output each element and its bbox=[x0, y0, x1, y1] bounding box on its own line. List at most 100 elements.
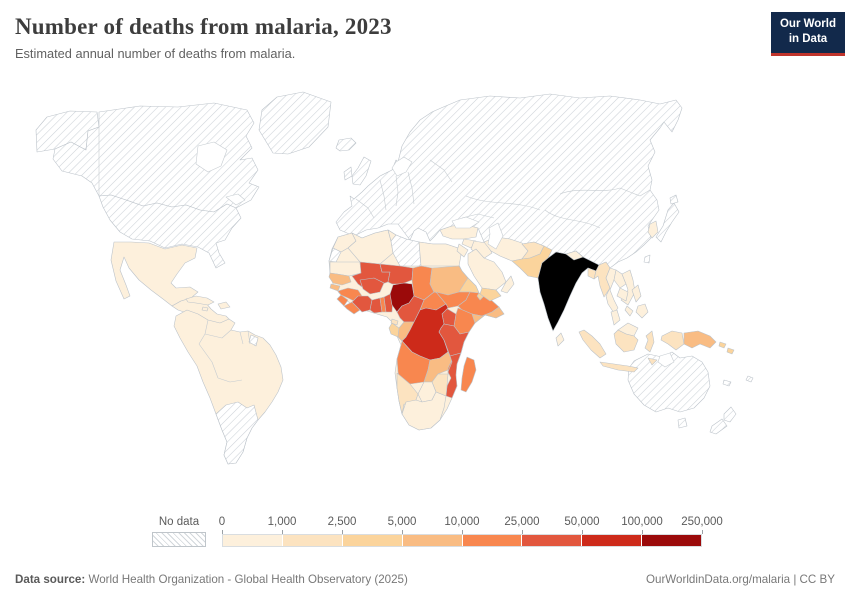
country-indonesia-sulawesi[interactable] bbox=[644, 330, 655, 353]
baltic-sea bbox=[391, 156, 413, 177]
page-subtitle: Estimated annual number of deaths from m… bbox=[15, 46, 296, 62]
country-fiji[interactable] bbox=[745, 375, 754, 383]
country-iceland[interactable] bbox=[335, 137, 357, 152]
country-madagascar[interactable] bbox=[460, 356, 477, 393]
country-south-africa[interactable] bbox=[401, 391, 447, 431]
world-map bbox=[35, 91, 754, 465]
country-liberia[interactable] bbox=[343, 301, 361, 315]
caspian-sea bbox=[487, 222, 504, 250]
region-south-america[interactable] bbox=[173, 309, 284, 465]
region-southern-cone-no-data[interactable] bbox=[215, 401, 259, 465]
country-australia[interactable] bbox=[627, 351, 711, 413]
map-legend: No data 0 1,000 2,500 5,000 10,000 25,000 50,0… bbox=[152, 516, 723, 547]
country-philippines-north[interactable] bbox=[631, 284, 642, 303]
legend-tick-mark bbox=[282, 530, 283, 534]
legend-tick-label: 10,000 bbox=[444, 516, 480, 528]
data-source-text: World Health Organization - Global Healt… bbox=[85, 573, 408, 586]
legend-cell[interactable] bbox=[642, 535, 701, 546]
country-ghana[interactable] bbox=[369, 297, 383, 314]
country-zambia[interactable] bbox=[423, 351, 453, 383]
country-new-caledonia[interactable] bbox=[722, 379, 732, 387]
country-egypt[interactable] bbox=[418, 241, 462, 267]
country-solomon-islands-2[interactable] bbox=[726, 347, 735, 355]
legend-tick-label: 5,000 bbox=[387, 516, 417, 528]
country-korea[interactable] bbox=[647, 220, 659, 239]
internal-borders bbox=[98, 127, 651, 383]
country-indonesia-java[interactable] bbox=[599, 361, 639, 373]
country-gabon[interactable] bbox=[388, 322, 400, 338]
legend-tick-label: 1,000 bbox=[267, 516, 297, 528]
country-french-guiana[interactable] bbox=[248, 334, 259, 347]
great-lakes bbox=[225, 193, 246, 206]
legend-cell[interactable] bbox=[402, 535, 463, 546]
country-indonesia-papua[interactable] bbox=[660, 330, 685, 351]
legend-tick-mark bbox=[702, 530, 703, 534]
country-ireland[interactable] bbox=[343, 166, 353, 181]
legend-bar-wrap: 0 1,000 2,500 5,000 10,000 25,000 50,000 100,00… bbox=[219, 516, 723, 547]
country-mexico[interactable] bbox=[110, 241, 199, 307]
country-new-zealand-south[interactable] bbox=[709, 418, 728, 435]
legend-no-data-swatch bbox=[152, 532, 206, 547]
legend-tick-mark bbox=[342, 530, 343, 534]
country-jordan[interactable] bbox=[456, 243, 469, 258]
legend-tick-mark bbox=[462, 530, 463, 534]
country-japan-hokkaido[interactable] bbox=[669, 194, 679, 205]
country-new-zealand-north[interactable] bbox=[723, 406, 737, 423]
owid-logo-line2: in Data bbox=[788, 32, 828, 45]
country-cuba[interactable] bbox=[185, 295, 215, 306]
country-jamaica[interactable] bbox=[201, 306, 209, 312]
country-greenland[interactable] bbox=[258, 91, 332, 155]
country-myanmar[interactable] bbox=[593, 261, 611, 298]
legend-cell[interactable] bbox=[582, 535, 643, 546]
country-palawan[interactable] bbox=[624, 305, 634, 317]
legend-cell[interactable] bbox=[282, 535, 343, 546]
country-sri-lanka[interactable] bbox=[555, 332, 565, 347]
country-indonesia-sumatra[interactable] bbox=[578, 329, 607, 359]
country-taiwan[interactable] bbox=[643, 254, 651, 264]
legend-cell[interactable] bbox=[342, 535, 403, 546]
country-nepal[interactable] bbox=[565, 250, 584, 261]
page-title: Number of deaths from malaria, 2023 bbox=[15, 14, 392, 39]
country-cambodia[interactable] bbox=[616, 287, 629, 302]
legend-no-data[interactable]: No data bbox=[152, 516, 206, 547]
country-philippines-south[interactable] bbox=[635, 303, 649, 319]
country-japan[interactable] bbox=[655, 202, 680, 243]
country-oman[interactable] bbox=[500, 275, 515, 294]
legend-tick-label: 100,000 bbox=[621, 516, 663, 528]
country-angola[interactable] bbox=[396, 340, 431, 385]
owid-logo-line1: Our World bbox=[779, 18, 836, 30]
footer-url[interactable]: OurWorldinData.org/malaria | CC BY bbox=[645, 573, 835, 586]
owid-logo[interactable]: Our World in Data bbox=[771, 12, 845, 56]
legend-tick-mark bbox=[582, 530, 583, 534]
country-usa[interactable] bbox=[98, 194, 242, 269]
legend-cell[interactable] bbox=[522, 535, 583, 546]
country-malaysia-peninsula[interactable] bbox=[610, 309, 621, 326]
country-yemen[interactable] bbox=[479, 287, 502, 302]
country-burkina-faso[interactable] bbox=[359, 277, 385, 295]
legend-tick-mark bbox=[642, 530, 643, 534]
country-laos[interactable] bbox=[613, 269, 627, 289]
legend-cell[interactable] bbox=[462, 535, 523, 546]
legend-cell[interactable] bbox=[223, 535, 283, 546]
country-vietnam[interactable] bbox=[620, 269, 636, 306]
chart-footer: Data source: World Health Organization -… bbox=[0, 563, 850, 600]
chart-header: Number of deaths from malaria, 2023 Esti… bbox=[0, 0, 850, 61]
country-mozambique[interactable] bbox=[445, 352, 462, 399]
legend-tick-mark bbox=[522, 530, 523, 534]
country-solomon-islands-1[interactable] bbox=[718, 341, 727, 349]
region-eurasia-no-data[interactable] bbox=[335, 93, 683, 269]
legend-tick-label: 25,000 bbox=[504, 516, 540, 528]
country-uk[interactable] bbox=[351, 156, 372, 186]
country-libya[interactable] bbox=[390, 234, 422, 267]
country-papua-new-guinea[interactable] bbox=[683, 330, 717, 349]
country-senegal[interactable] bbox=[328, 272, 352, 286]
legend-tick-mark bbox=[222, 530, 223, 534]
country-indonesia-kalimantan[interactable] bbox=[613, 329, 639, 353]
data-source: Data source: World Health Organization -… bbox=[15, 573, 408, 586]
country-timor[interactable] bbox=[647, 357, 658, 366]
country-tasmania[interactable] bbox=[677, 417, 688, 429]
hudson-bay bbox=[195, 141, 228, 173]
country-hispaniola[interactable] bbox=[217, 301, 231, 310]
country-india[interactable] bbox=[537, 250, 600, 332]
